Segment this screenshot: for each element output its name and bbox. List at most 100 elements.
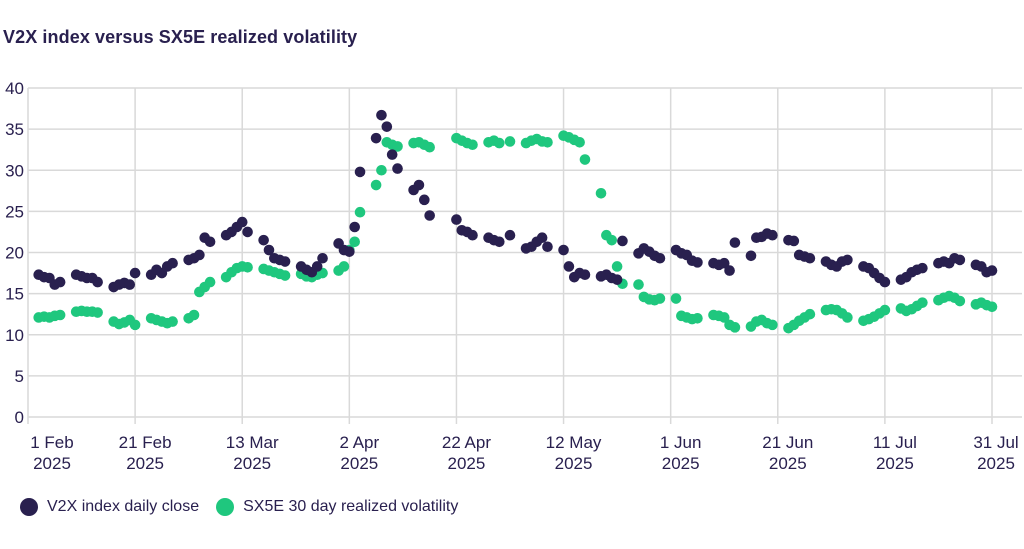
data-point-v2x bbox=[451, 214, 462, 225]
data-point-v2x bbox=[617, 235, 628, 247]
data-point-sx5e bbox=[767, 319, 778, 331]
y-tick-label: 30 bbox=[5, 161, 24, 180]
x-tick-label-year: 2025 bbox=[769, 454, 807, 473]
data-point-sx5e bbox=[338, 261, 350, 272]
x-tick-label: 1 Feb bbox=[30, 433, 73, 452]
legend-item-v2x: V2X index daily close bbox=[20, 498, 199, 516]
data-point-v2x bbox=[954, 254, 966, 266]
data-point-sx5e bbox=[349, 236, 360, 248]
data-point-sx5e bbox=[729, 322, 741, 333]
data-point-v2x bbox=[349, 221, 360, 233]
data-point-v2x bbox=[654, 252, 666, 264]
x-tick-label-year: 2025 bbox=[555, 454, 593, 473]
x-tick-label: 12 May bbox=[546, 433, 602, 452]
data-point-v2x bbox=[724, 265, 735, 276]
data-point-sx5e bbox=[279, 270, 291, 281]
data-point-v2x bbox=[344, 246, 355, 257]
data-point-v2x bbox=[92, 276, 103, 288]
data-point-v2x bbox=[386, 149, 398, 160]
data-point-sx5e bbox=[354, 206, 366, 218]
data-point-sx5e bbox=[595, 187, 607, 199]
data-point-v2x bbox=[279, 256, 291, 267]
x-tick-label-year: 2025 bbox=[448, 454, 486, 473]
data-point-v2x bbox=[129, 267, 141, 279]
data-point-v2x bbox=[542, 241, 553, 253]
y-tick-label: 0 bbox=[15, 408, 24, 427]
data-point-v2x bbox=[788, 235, 800, 247]
data-point-v2x bbox=[504, 229, 516, 241]
data-point-sx5e bbox=[611, 261, 623, 272]
data-point-v2x bbox=[611, 274, 623, 285]
x-tick-label-year: 2025 bbox=[126, 454, 164, 473]
data-point-v2x bbox=[558, 244, 569, 256]
data-point-v2x bbox=[986, 265, 998, 276]
data-point-sx5e bbox=[392, 141, 403, 152]
data-point-v2x bbox=[167, 257, 178, 269]
chart-legend: V2X index daily close SX5E 30 day realiz… bbox=[20, 498, 458, 516]
legend-item-sx5e: SX5E 30 day realized volatility bbox=[216, 498, 458, 516]
data-point-v2x bbox=[424, 210, 435, 221]
data-point-sx5e bbox=[954, 295, 966, 307]
data-point-v2x bbox=[204, 236, 216, 248]
data-point-sx5e bbox=[242, 262, 253, 273]
x-tick-label: 1 Jun bbox=[660, 433, 702, 452]
data-point-sx5e bbox=[718, 312, 730, 323]
y-tick-label: 5 bbox=[15, 367, 24, 386]
data-point-sx5e bbox=[493, 137, 505, 149]
data-point-v2x bbox=[745, 250, 757, 262]
data-point-v2x bbox=[376, 109, 387, 121]
y-tick-label: 40 bbox=[5, 79, 24, 98]
data-point-v2x bbox=[879, 276, 891, 288]
data-point-v2x bbox=[718, 257, 730, 269]
data-point-v2x bbox=[692, 257, 703, 268]
data-point-v2x bbox=[917, 262, 928, 274]
data-point-sx5e bbox=[804, 308, 816, 320]
data-point-v2x bbox=[54, 276, 66, 288]
data-point-v2x bbox=[317, 252, 328, 264]
y-tick-label: 35 bbox=[5, 120, 24, 139]
legend-label-sx5e: SX5E 30 day realized volatility bbox=[243, 498, 459, 515]
data-point-v2x bbox=[311, 261, 323, 272]
x-tick-label-year: 2025 bbox=[977, 454, 1015, 473]
data-point-sx5e bbox=[129, 319, 141, 331]
y-tick-label: 15 bbox=[5, 285, 24, 304]
x-tick-label-year: 2025 bbox=[33, 454, 71, 473]
x-tick-label-year: 2025 bbox=[876, 454, 914, 473]
x-tick-label: 31 Jul bbox=[973, 433, 1018, 452]
data-point-sx5e bbox=[167, 316, 178, 327]
data-point-sx5e bbox=[92, 307, 103, 318]
data-point-sx5e bbox=[917, 297, 928, 308]
legend-label-v2x: V2X index daily close bbox=[47, 498, 200, 515]
data-point-v2x bbox=[563, 261, 575, 272]
data-point-v2x bbox=[767, 229, 778, 241]
x-tick-label: 22 Apr bbox=[442, 433, 491, 452]
data-point-sx5e bbox=[986, 301, 998, 313]
data-point-v2x bbox=[236, 216, 248, 228]
data-point-v2x bbox=[194, 249, 205, 261]
x-tick-label-year: 2025 bbox=[662, 454, 700, 473]
data-point-sx5e bbox=[54, 309, 66, 321]
data-point-sx5e bbox=[574, 136, 585, 148]
data-point-sx5e bbox=[424, 141, 435, 153]
data-point-v2x bbox=[392, 163, 403, 174]
data-point-v2x bbox=[842, 254, 853, 266]
x-tick-label-year: 2025 bbox=[340, 454, 378, 473]
x-tick-label: 11 Jul bbox=[873, 433, 917, 452]
data-point-v2x bbox=[370, 132, 382, 144]
data-point-v2x bbox=[413, 179, 425, 191]
x-tick-label: 2 Apr bbox=[339, 433, 379, 452]
y-tick-label: 10 bbox=[5, 326, 24, 345]
data-point-v2x bbox=[263, 244, 275, 256]
data-point-sx5e bbox=[204, 276, 216, 288]
data-point-sx5e bbox=[370, 179, 382, 191]
data-point-v2x bbox=[124, 279, 136, 290]
y-tick-label: 20 bbox=[5, 244, 24, 263]
y-tick-label: 25 bbox=[5, 202, 24, 221]
legend-marker-sx5e-icon bbox=[216, 498, 235, 516]
data-point-v2x bbox=[729, 237, 741, 248]
data-point-sx5e bbox=[188, 309, 200, 321]
data-point-v2x bbox=[419, 194, 430, 206]
data-point-sx5e bbox=[692, 313, 703, 324]
data-point-v2x bbox=[354, 166, 366, 178]
data-point-v2x bbox=[804, 252, 816, 264]
